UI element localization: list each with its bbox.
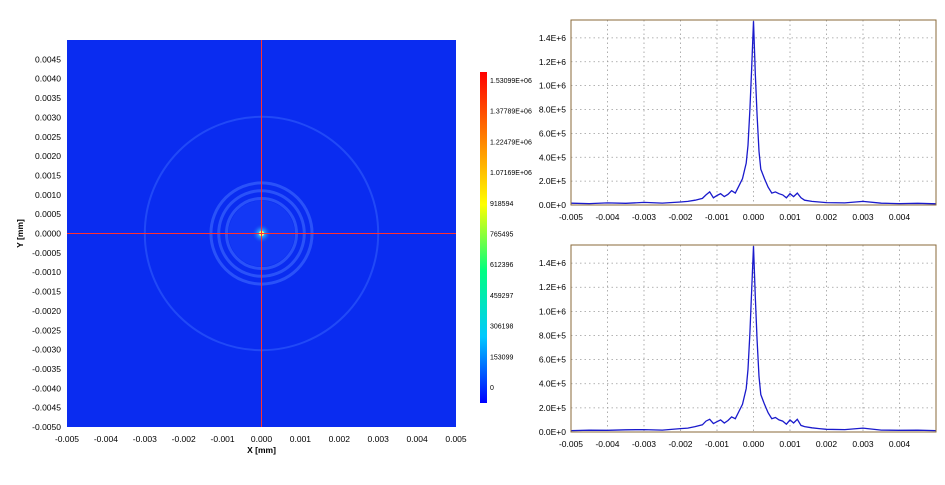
y-tick-label: -0.0030	[32, 345, 61, 355]
series-line	[570, 21, 937, 205]
x-tick-label: 0.002	[816, 439, 838, 449]
y-axis-label: Y [mm]	[15, 219, 25, 248]
x-tick-label: 0.000	[743, 439, 765, 449]
colorbar-label: 918594	[490, 201, 513, 208]
heatmap-panel: -0.005 -0.004 -0.003 -0.002 -0.001 0.000 0.001…	[15, 40, 467, 455]
y-tick-label: 1.0E+6	[539, 81, 566, 91]
line-plot-top: 0.0E+0 2.0E+5 4.0E+5 6.0E+5 8.0E+5 1.0E+6 1.2E…	[539, 19, 937, 222]
y-tick-label: 6.0E+5	[539, 355, 566, 365]
y-tick-label: 4.0E+5	[539, 379, 566, 389]
x-tick-label: -0.003	[133, 434, 157, 444]
x-tick-label: 0.004	[889, 439, 911, 449]
x-tick-label: -0.002	[668, 212, 692, 222]
colorbar-label: 306198	[490, 324, 513, 331]
x-tick-label: 0.001	[779, 212, 801, 222]
y-tick-label: -0.0015	[32, 287, 61, 297]
x-tick-label: -0.005	[559, 439, 583, 449]
x-tick-label: -0.004	[595, 212, 619, 222]
x-tick-label: -0.002	[668, 439, 692, 449]
y-tick-label: -0.0005	[32, 248, 61, 258]
x-tick-label: -0.005	[559, 212, 583, 222]
x-axis-label: X [mm]	[247, 445, 276, 455]
x-tick-label: 0.003	[852, 212, 874, 222]
x-tick-label: 0.001	[779, 439, 801, 449]
x-tick-label: 0.004	[406, 434, 428, 444]
line-plot-bottom: 0.0E+0 2.0E+5 4.0E+5 6.0E+5 8.0E+5 1.0E+6 1.2E…	[539, 244, 937, 449]
y-tick-label: 0.0045	[35, 54, 61, 64]
y-tick-label: -0.0035	[32, 364, 61, 374]
y-tick-label: 0.0E+0	[539, 427, 566, 437]
plot-frame	[570, 244, 937, 433]
x-tick-label: 0.001	[290, 434, 312, 444]
y-tick-label: -0.0040	[32, 383, 61, 393]
x-tick-label: 0.004	[889, 212, 911, 222]
colorbar-label: 612396	[490, 262, 513, 269]
y-tick-label: 0.0010	[35, 190, 61, 200]
colorbar: 1.53099E+06 1.37789E+06 1.22479E+06 1.07169…	[480, 72, 532, 403]
y-tick-label: 2.0E+5	[539, 403, 566, 413]
x-tick-label: 0.002	[329, 434, 351, 444]
colorbar-scale	[480, 72, 487, 403]
y-tick-label: 8.0E+5	[539, 330, 566, 340]
y-tick-label: 6.0E+5	[539, 128, 566, 138]
x-tick-label: -0.001	[705, 439, 729, 449]
y-tick-label: 8.0E+5	[539, 105, 566, 115]
x-tick-label: 0.003	[368, 434, 390, 444]
x-tick-label: 0.002	[816, 212, 838, 222]
colorbar-label: 153099	[490, 354, 513, 361]
x-tick-label: -0.004	[595, 439, 619, 449]
x-tick-label: -0.002	[172, 434, 196, 444]
colorbar-label: 1.37789E+06	[490, 109, 532, 116]
y-tick-label: 1.2E+6	[539, 282, 566, 292]
colorbar-label: 1.53099E+06	[490, 78, 532, 85]
y-tick-label: 1.2E+6	[539, 57, 566, 67]
y-tick-label: -0.0020	[32, 306, 61, 316]
colorbar-label: 1.07169E+06	[490, 170, 532, 177]
y-tick-label: -0.0050	[32, 422, 61, 432]
y-tick-label: 0.0025	[35, 132, 61, 142]
y-tick-label: -0.0010	[32, 267, 61, 277]
y-tick-label: 1.4E+6	[539, 33, 566, 43]
x-tick-label: -0.004	[94, 434, 118, 444]
y-tick-label: 4.0E+5	[539, 152, 566, 162]
x-tick-label: 0.003	[852, 439, 874, 449]
y-tick-label: 0.0E+0	[539, 200, 566, 210]
y-tick-label: -0.0025	[32, 325, 61, 335]
series-line	[570, 246, 937, 432]
x-tick-label: -0.005	[55, 434, 79, 444]
y-tick-label: 0.0015	[35, 170, 61, 180]
x-tick-label: 0.000	[743, 212, 765, 222]
y-tick-label: 0.0035	[35, 93, 61, 103]
plot-frame	[570, 19, 937, 206]
colorbar-label: 0	[490, 385, 494, 392]
y-tick-label: 2.0E+5	[539, 176, 566, 186]
x-tick-label: -0.001	[705, 212, 729, 222]
y-tick-label: 0.0000	[35, 229, 61, 239]
x-tick-label: 0.005	[445, 434, 467, 444]
y-tick-label: 1.0E+6	[539, 306, 566, 316]
colorbar-label: 1.22479E+06	[490, 139, 532, 146]
y-tick-label: 1.4E+6	[539, 258, 566, 268]
x-tick-label: -0.001	[211, 434, 235, 444]
x-tick-label: -0.003	[632, 212, 656, 222]
x-tick-label: -0.003	[632, 439, 656, 449]
y-tick-label: 0.0020	[35, 151, 61, 161]
colorbar-label: 459297	[490, 293, 513, 300]
x-tick-label: 0.000	[251, 434, 273, 444]
y-tick-label: 0.0030	[35, 112, 61, 122]
y-tick-label: -0.0045	[32, 403, 61, 413]
colorbar-label: 765495	[490, 232, 513, 239]
y-tick-label: 0.0040	[35, 74, 61, 84]
y-tick-label: 0.0005	[35, 209, 61, 219]
plot-area	[571, 245, 936, 432]
